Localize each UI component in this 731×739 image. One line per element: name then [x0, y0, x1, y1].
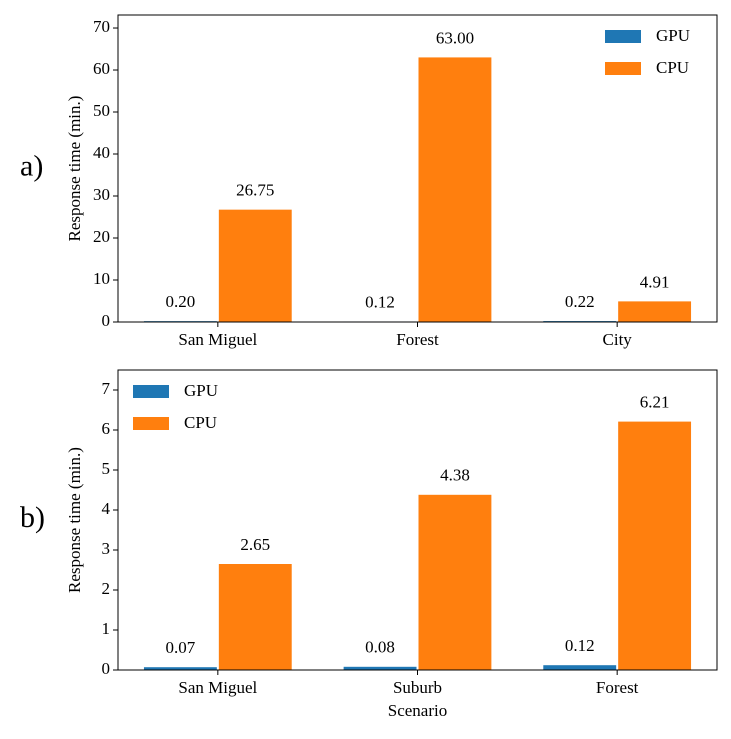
y-tick-label: 10: [93, 269, 110, 288]
y-tick-label: 5: [102, 459, 111, 478]
data-label: 0.08: [365, 638, 395, 657]
legend-label: CPU: [656, 58, 689, 77]
data-label: 0.22: [565, 292, 595, 311]
data-label: 63.00: [436, 28, 474, 47]
legend-swatch: [605, 62, 641, 75]
y-tick-label: 0: [102, 659, 111, 678]
bar: [143, 667, 217, 670]
y-tick-label: 1: [102, 619, 111, 638]
y-tick-label: 20: [93, 227, 110, 246]
x-tick-label: Suburb: [393, 678, 442, 697]
data-label: 0.12: [565, 636, 595, 655]
y-axis-label: Response time (min.): [65, 447, 84, 593]
bar: [618, 421, 692, 670]
y-tick-label: 60: [93, 59, 110, 78]
legend-label: GPU: [184, 381, 218, 400]
data-label: 6.21: [640, 393, 670, 412]
legend-swatch: [133, 417, 169, 430]
x-tick-label: Forest: [396, 330, 439, 349]
legend-label: GPU: [656, 26, 690, 45]
legend-swatch: [133, 385, 169, 398]
data-label: 26.75: [236, 181, 274, 200]
panel-label: a): [20, 149, 43, 182]
data-label: 2.65: [240, 535, 270, 554]
bar: [618, 301, 692, 322]
bar: [418, 57, 492, 322]
x-tick-label: City: [603, 330, 633, 349]
bar: [218, 564, 292, 670]
data-label: 0.12: [365, 292, 395, 311]
x-axis-label: Scenario: [388, 701, 447, 720]
y-tick-label: 0: [102, 311, 111, 330]
bar: [543, 665, 617, 670]
bar: [218, 209, 292, 322]
data-label: 4.91: [640, 272, 670, 291]
panel-label: b): [20, 501, 45, 534]
plot-frame: [117, 369, 718, 671]
legend-swatch: [605, 30, 641, 43]
legend-label: CPU: [184, 413, 217, 432]
y-tick-label: 2: [102, 579, 111, 598]
y-axis-label: Response time (min.): [65, 96, 84, 242]
data-label: 0.20: [166, 292, 196, 311]
data-label: 0.07: [166, 638, 196, 657]
bar: [343, 666, 417, 670]
x-tick-label: San Miguel: [178, 330, 257, 349]
x-tick-label: Forest: [596, 678, 639, 697]
y-tick-label: 7: [102, 379, 111, 398]
y-tick-label: 4: [102, 499, 111, 518]
y-tick-label: 6: [102, 419, 111, 438]
y-tick-label: 30: [93, 185, 110, 204]
plot-frame: [117, 14, 718, 323]
y-tick-label: 50: [93, 101, 110, 120]
data-label: 4.38: [440, 466, 470, 485]
bar: [418, 494, 492, 670]
y-tick-label: 3: [102, 539, 111, 558]
y-tick-label: 70: [93, 17, 110, 36]
y-tick-label: 40: [93, 143, 110, 162]
x-tick-label: San Miguel: [178, 678, 257, 697]
